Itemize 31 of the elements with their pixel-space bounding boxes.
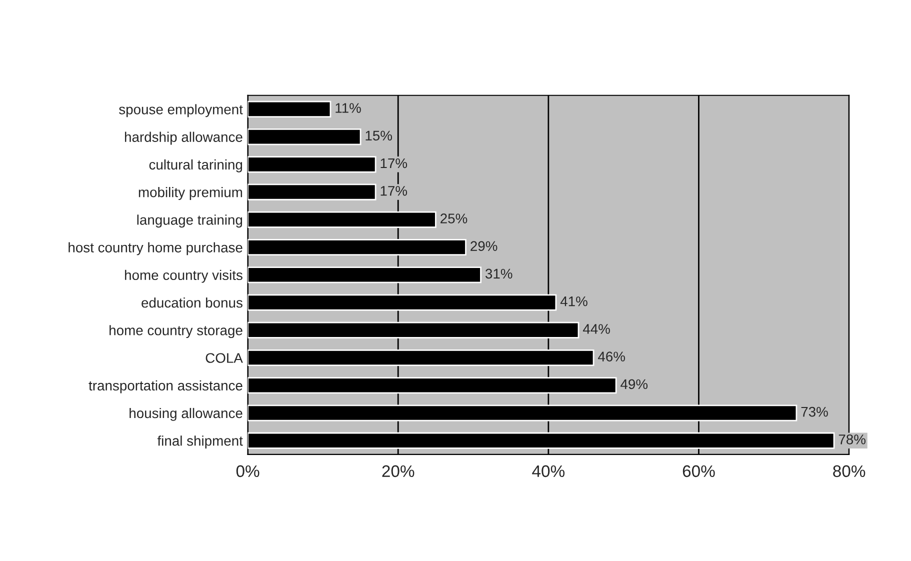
y-tick-label: COLA [206,353,243,363]
data-label: 46% [598,352,625,362]
data-label: 15% [366,130,392,141]
data-label: 11% [336,103,361,113]
data-label: 41% [560,296,588,306]
y-tick-label: hardship allowance [125,132,242,145]
x-tick-label: 20% [382,465,414,478]
y-tick-label: transportation assistance [88,380,242,394]
y-tick-label: host country home purchase [68,242,242,256]
y-tick-label: housing allowance [130,408,242,421]
data-label: 49% [620,379,648,390]
y-tick-label: mobility premium [138,187,242,200]
x-tick-label: 0% [236,465,260,478]
x-tick-label: 40% [532,465,565,478]
y-tick-label: home country visits [125,270,242,283]
y-tick-label: education bonus [142,297,242,308]
data-label: 78% [838,434,866,444]
data-label: 44% [582,324,610,334]
y-tick-label: home country storage [110,325,242,338]
data-label: 25% [440,214,468,224]
data-label: 73% [801,406,828,417]
data-label: 31% [485,268,512,279]
y-tick-label: cultural tarining [149,159,242,172]
x-tick-label: 60% [682,465,715,478]
y-tick-label: spouse employment [119,104,243,118]
y-tick-label: language training [137,214,242,228]
x-tick-label: 80% [833,465,866,478]
y-tick-label: final shipment [157,436,243,449]
data-label: 17% [380,186,408,196]
data-label: 29% [470,241,498,251]
data-label: 17% [380,158,408,168]
